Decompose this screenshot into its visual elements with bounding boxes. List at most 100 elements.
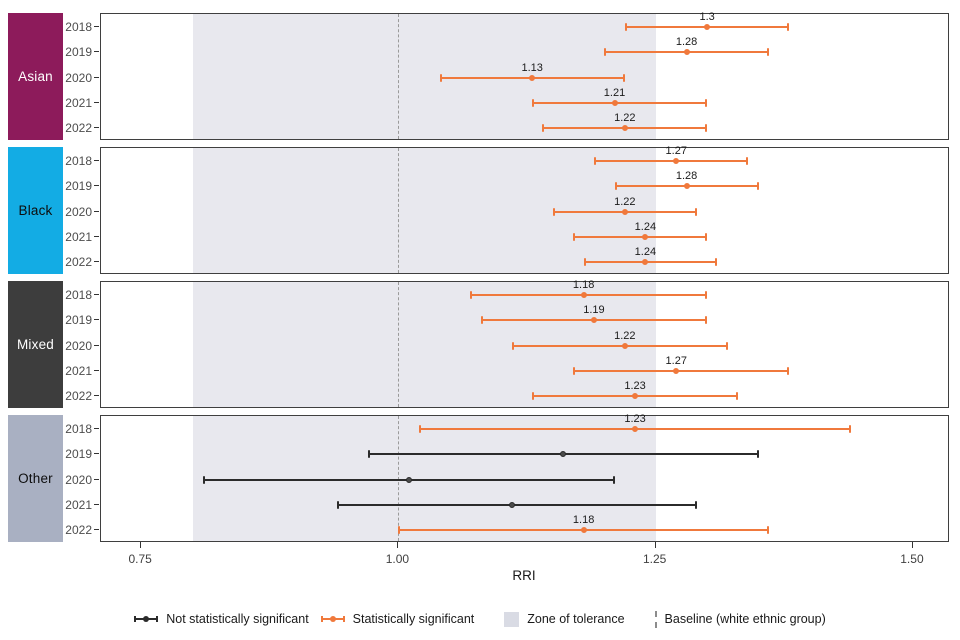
ci-cap-left (552, 207, 555, 216)
ci-cap-right (705, 290, 708, 299)
ci-cap-right (725, 341, 728, 350)
point-estimate (560, 451, 567, 458)
legend-item-not-statistically-significant: Not statistically significant (134, 612, 309, 626)
value-label: 1.18 (572, 278, 595, 291)
x-axis-tick-label: 0.75 (128, 552, 152, 566)
year-axis-tick (94, 101, 99, 103)
value-label: 1.22 (614, 329, 636, 342)
year-axis-label: 2021 (65, 497, 92, 512)
x-axis-tick (654, 542, 656, 548)
ci-cap-left (470, 290, 473, 299)
year-axis-tick (94, 344, 99, 346)
value-label: 1.18 (572, 514, 595, 527)
point-estimate (621, 125, 628, 132)
year-axis-tick (94, 395, 99, 397)
point-estimate (673, 367, 680, 374)
year-axis-label: 2018 (65, 153, 92, 168)
ci-cap-left (480, 316, 483, 325)
legend-range-cap (342, 616, 345, 622)
year-axis-label: 2018 (65, 287, 92, 302)
panel-other: 1.23 1.18 (100, 413, 949, 542)
ci-range (470, 293, 708, 296)
panel-asian: 1.3 1.28 1.13 1.21 1.22 (100, 11, 949, 140)
point-estimate (580, 527, 587, 534)
facet-strip-label: Other (18, 471, 53, 486)
year-axis-label: 2018 (65, 421, 92, 436)
ci-cap-left (532, 98, 535, 107)
ci-cap-right (612, 475, 615, 484)
x-axis-title: RRI (512, 568, 536, 583)
ci-cap-right (756, 182, 759, 191)
point-estimate (642, 233, 649, 240)
year-axis-tick (94, 319, 99, 321)
year-axis-label: 2021 (65, 229, 92, 244)
ci-cap-right (787, 22, 790, 31)
point-estimate (683, 49, 690, 56)
year-axis-label: 2019 (65, 45, 92, 60)
value-label: 1.13 (521, 61, 543, 74)
legend-point-icon (329, 616, 336, 622)
year-axis-tick (94, 261, 99, 263)
legend-item-zone-of-tolerance: Zone of tolerance (504, 611, 625, 627)
year-axis-label: 2022 (65, 389, 92, 404)
value-label: 1.19 (583, 304, 605, 317)
ci-cap-right (849, 424, 852, 433)
ci-cap-right (736, 392, 738, 401)
ci-cap-right (787, 366, 790, 375)
year-axis-label: 2020 (65, 204, 92, 219)
ci-cap-right (705, 124, 708, 133)
baseline-line (398, 14, 400, 139)
ci-cap-left (202, 475, 205, 484)
legend-pointrange-icon (134, 612, 159, 626)
year-axis-tick (94, 235, 99, 237)
legend-pointrange-icon (320, 612, 345, 626)
ci-cap-left (573, 232, 576, 241)
year-axis-label: 2022 (65, 523, 92, 538)
facet-strip-asian: Asian (8, 13, 63, 140)
facet-strip-mixed: Mixed (8, 281, 63, 408)
value-label: 1.28 (675, 36, 698, 49)
ci-range (336, 503, 697, 506)
ci-cap-right (705, 98, 708, 107)
value-label: 1.27 (665, 354, 687, 367)
year-axis-label: 2019 (65, 447, 92, 462)
legend: Not statistically significant Statistical… (0, 604, 960, 634)
x-axis-tick-label: 1.00 (385, 552, 410, 566)
year-axis-tick (94, 427, 99, 429)
ci-cap-right (705, 316, 708, 325)
point-estimate (632, 393, 639, 400)
year-axis-label: 2021 (65, 95, 92, 110)
x-axis-tick (140, 542, 142, 548)
year-axis-label: 2020 (65, 472, 92, 487)
ci-cap-left (624, 22, 627, 31)
year-axis-tick (94, 369, 99, 371)
point-estimate (611, 99, 618, 106)
value-label: 1.22 (614, 112, 636, 125)
point-estimate (642, 259, 649, 266)
year-axis-tick (94, 127, 99, 129)
ci-cap-left (573, 366, 576, 375)
panel-black: 1.27 1.28 1.22 1.24 1.24 (100, 145, 949, 274)
x-axis-tick-label: 1.50 (900, 552, 924, 566)
ci-cap-left (367, 450, 370, 459)
ci-cap-right (766, 526, 769, 535)
ci-cap-left (614, 182, 617, 191)
year-axis-label: 2022 (65, 121, 92, 136)
ci-cap-right (766, 48, 769, 57)
ci-cap-left (542, 124, 545, 133)
year-axis-tick (94, 210, 99, 212)
year-axis-label: 2022 (65, 255, 92, 270)
legend-range-cap (320, 616, 323, 622)
facet-strip-other: Other (8, 415, 63, 542)
point-estimate (673, 157, 680, 164)
year-axis-tick (94, 478, 99, 480)
point-estimate (405, 476, 412, 483)
value-label: 1.22 (614, 195, 636, 208)
ci-range (573, 235, 708, 238)
ci-cap-left (532, 392, 535, 401)
x-axis-tick (397, 542, 399, 548)
ci-cap-right (756, 450, 759, 459)
ci-cap-left (511, 341, 514, 350)
legend-zone-swatch-icon (504, 611, 520, 627)
year-axis-tick (94, 76, 99, 78)
